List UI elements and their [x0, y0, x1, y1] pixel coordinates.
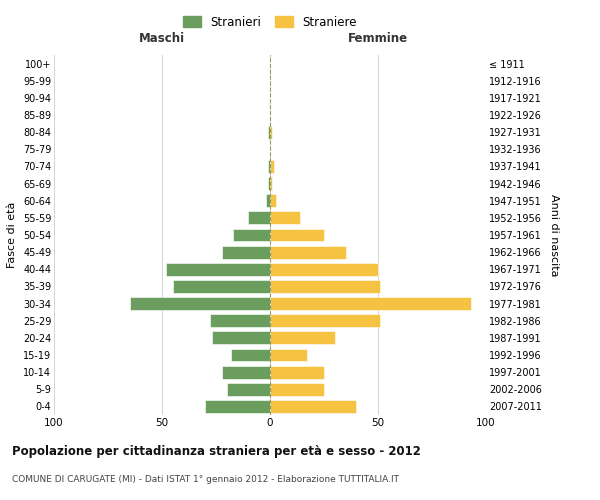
Bar [270, 297, 471, 310]
Bar [270, 194, 277, 207]
Bar [233, 228, 270, 241]
Text: COMUNE DI CARUGATE (MI) - Dati ISTAT 1° gennaio 2012 - Elaborazione TUTTITALIA.I: COMUNE DI CARUGATE (MI) - Dati ISTAT 1° … [12, 475, 399, 484]
Text: Popolazione per cittadinanza straniera per età e sesso - 2012: Popolazione per cittadinanza straniera p… [12, 445, 421, 458]
Bar [270, 348, 307, 362]
Bar [130, 297, 270, 310]
Bar [270, 160, 274, 173]
Bar [270, 400, 356, 413]
Bar [248, 212, 270, 224]
Bar [212, 332, 270, 344]
Text: Femmine: Femmine [348, 32, 408, 44]
Bar [205, 400, 270, 413]
Text: Maschi: Maschi [139, 32, 185, 44]
Bar [166, 263, 270, 276]
Bar [223, 246, 270, 258]
Bar [268, 160, 270, 173]
Bar [223, 366, 270, 378]
Bar [270, 332, 335, 344]
Bar [227, 383, 270, 396]
Bar [266, 194, 270, 207]
Bar [268, 126, 270, 138]
Bar [231, 348, 270, 362]
Y-axis label: Anni di nascita: Anni di nascita [548, 194, 559, 276]
Bar [270, 314, 380, 327]
Bar [270, 263, 378, 276]
Bar [270, 177, 272, 190]
Bar [268, 177, 270, 190]
Bar [270, 228, 324, 241]
Bar [270, 366, 324, 378]
Bar [270, 126, 272, 138]
Bar [270, 246, 346, 258]
Bar [209, 314, 270, 327]
Legend: Stranieri, Straniere: Stranieri, Straniere [178, 11, 362, 34]
Bar [173, 280, 270, 293]
Bar [270, 212, 300, 224]
Bar [270, 383, 324, 396]
Bar [270, 280, 380, 293]
Y-axis label: Fasce di età: Fasce di età [7, 202, 17, 268]
